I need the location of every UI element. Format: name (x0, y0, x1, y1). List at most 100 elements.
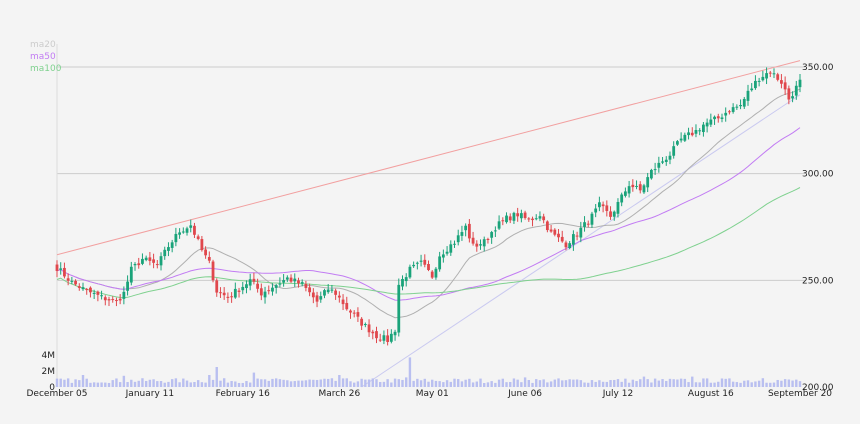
volume-bar (746, 380, 750, 387)
candle-body (772, 73, 776, 75)
candle-body (122, 291, 126, 299)
candle-body (650, 169, 653, 179)
volume-bar (642, 376, 646, 387)
volume-bar (601, 381, 605, 387)
candle-body (81, 287, 85, 290)
candle-body (278, 283, 282, 285)
moving-average-lines (56, 88, 801, 319)
volume-bar (512, 378, 516, 387)
volume-bar (598, 380, 601, 387)
candle-body (341, 299, 345, 305)
volume-bar (791, 380, 794, 387)
volume-bar (96, 382, 100, 387)
candle-body (386, 335, 390, 342)
volume-bar (300, 380, 304, 387)
candle-body (627, 186, 631, 194)
candle-body (661, 161, 664, 163)
candle-body (155, 264, 159, 266)
volume-bar (163, 382, 166, 387)
candle-body (716, 116, 720, 119)
candle-body (207, 257, 211, 261)
candle-body (594, 208, 598, 213)
ma100-line (56, 187, 801, 299)
volume-bar (360, 378, 363, 387)
volume-bar (535, 379, 538, 387)
volume-bar (85, 378, 88, 387)
candle-body (315, 295, 319, 302)
candle-body (508, 216, 512, 221)
volume-bar (338, 375, 341, 387)
candle-body (152, 259, 155, 263)
volume-bar (427, 381, 430, 387)
candle-body (523, 212, 527, 219)
candle-body (170, 242, 174, 248)
volume-bar (189, 382, 192, 387)
volume-bar (527, 379, 531, 387)
candle-body (739, 104, 742, 107)
candle-body (360, 318, 364, 326)
y-tick-label: 250.00 (802, 276, 834, 286)
volume-bar (757, 380, 761, 387)
legend-ma50: ma50 (30, 52, 56, 62)
volume-bar (289, 381, 293, 387)
volume-bar (483, 382, 486, 387)
candle-body (129, 266, 133, 283)
volume-bar (735, 382, 739, 387)
candle-body (118, 298, 122, 301)
volume-bar (613, 379, 616, 387)
ma20-line (75, 88, 801, 319)
candle-body (768, 72, 772, 74)
volume-bar (665, 380, 668, 387)
volume-bar (63, 379, 66, 387)
candle-body (698, 130, 702, 132)
candle-body (527, 218, 531, 220)
candle-body (702, 124, 705, 133)
volume-bar (111, 380, 114, 387)
volume-bar (208, 375, 211, 387)
volume-bar (486, 382, 490, 387)
volume-bar (122, 375, 126, 387)
candle-body (783, 82, 787, 90)
ma50-line (56, 127, 801, 301)
candle-body (148, 257, 152, 261)
candle-body (215, 280, 219, 293)
volume-bar (564, 380, 568, 387)
volume-bar (620, 381, 623, 387)
candle-body (720, 117, 724, 119)
volume-bar (720, 378, 724, 387)
volume-bar (705, 378, 709, 387)
candle-body (731, 107, 735, 112)
volume-bar (479, 378, 482, 387)
volume-bar (334, 380, 337, 387)
volume-bar (256, 378, 259, 387)
volume-bar (211, 379, 215, 387)
volume-bar (304, 380, 308, 387)
volume-bar (754, 381, 757, 387)
volume-bar (505, 382, 508, 387)
volume-bar (100, 382, 103, 387)
candlesticks (55, 67, 802, 346)
volume-bar (549, 381, 553, 387)
candle-body (397, 284, 401, 333)
volume-bar (471, 382, 475, 387)
candle-body (378, 339, 382, 341)
volume-bar (783, 379, 787, 387)
volume-bar (92, 382, 96, 387)
candle-body (412, 264, 416, 267)
candle-body (560, 236, 564, 242)
volume-bar (282, 379, 285, 387)
candle-body (222, 292, 226, 296)
volume-bars (55, 357, 802, 387)
candle-body (531, 218, 534, 221)
volume-bar (609, 380, 612, 387)
candle-body (382, 335, 386, 341)
candle-body (219, 292, 222, 294)
candle-body (679, 138, 683, 141)
volume-bar (237, 382, 241, 387)
volume-bar (616, 379, 620, 387)
candle-body (568, 243, 572, 248)
volume-bar (278, 379, 282, 387)
candle-body (534, 218, 538, 220)
volume-bar (408, 357, 412, 387)
candle-body (66, 278, 70, 281)
